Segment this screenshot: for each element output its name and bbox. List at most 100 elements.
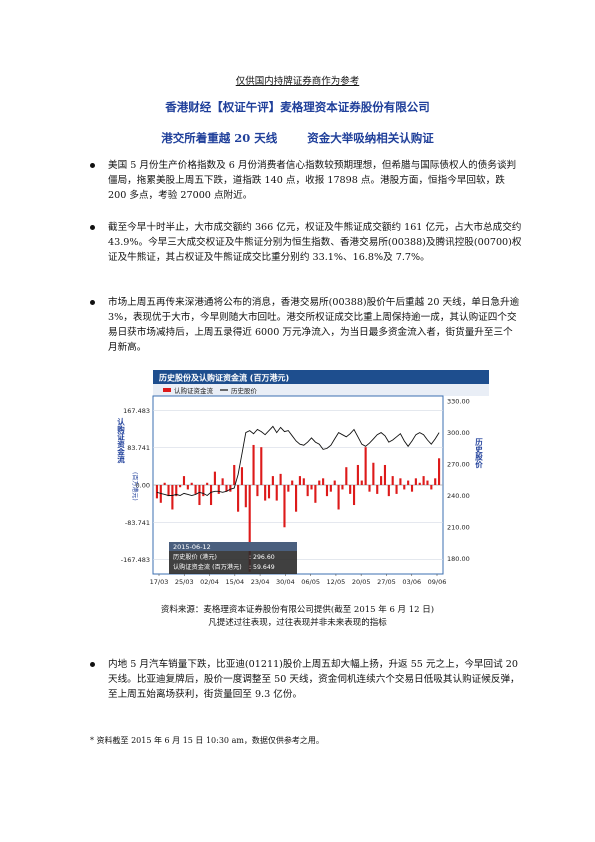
flow-bar [283, 485, 286, 528]
flow-bar [267, 485, 271, 499]
flow-bar [213, 471, 216, 485]
chart-tooltip: 2015-06-12 历史股价 (港元) : 296.60 认购证资金流 (百万… [169, 542, 297, 574]
tooltip-date: 2015-06-12 [173, 543, 211, 551]
x-tick-label: 27/05 [377, 578, 396, 586]
x-tick-label: 23/04 [251, 578, 270, 586]
flow-bar [237, 485, 240, 512]
tooltip-price-value: : 296.60 [249, 554, 275, 561]
bullet-text: 市场上周五再传来深港通将公布的消息，香港交易所(00388)股价午后重越 20 … [108, 297, 520, 353]
flow-bar [298, 476, 301, 485]
flow-bar [171, 485, 174, 510]
distribution-notice: 仅供国内持牌证券商作为参考 [235, 76, 360, 87]
flow-bar [352, 485, 356, 506]
flow-bar [322, 478, 325, 485]
flow-bar [364, 447, 367, 485]
flow-bar [217, 485, 220, 494]
flow-bar [407, 480, 410, 485]
legend-label-price: 历史股价 [231, 386, 258, 395]
right-tick-label: 180.00 [447, 555, 470, 563]
flow-bar [206, 482, 209, 485]
flow-bar [271, 476, 274, 485]
x-tick-label: 25/03 [175, 578, 194, 586]
flow-bar [295, 485, 298, 512]
left-tick-label: -167.483 [121, 556, 150, 564]
tooltip-flow-label: 认购证资金流 (百万港元) [173, 563, 242, 571]
x-tick-label: 20/05 [352, 578, 371, 586]
flow-bar [329, 485, 332, 492]
left-axis-label: 认购证资金流 [117, 417, 126, 465]
flow-bar [318, 480, 321, 485]
headline-left: 港交所着重越 20 天线 [161, 131, 278, 145]
flow-bar [221, 478, 224, 485]
flow-bar [426, 480, 429, 485]
flow-bar [438, 458, 441, 485]
flow-bar [325, 485, 329, 497]
flow-bar [291, 480, 294, 485]
chart-title-bar [153, 370, 489, 384]
flow-bar [414, 478, 417, 485]
source-line-1: 资料来源：麦格理资本证券股份有限公司提供(截至 2015 年 6 月 12 日) [160, 605, 435, 615]
flow-bar [202, 485, 205, 497]
bullet-dot [90, 662, 95, 667]
flow-bar [333, 480, 336, 485]
flow-bar [252, 444, 255, 485]
flow-bar [186, 485, 189, 490]
price-line [156, 425, 440, 497]
bullet-dot [90, 300, 95, 305]
flow-bar [399, 478, 402, 485]
flow-bar [306, 485, 309, 497]
flow-bar [233, 464, 236, 485]
x-tick-label: 12/05 [327, 578, 346, 586]
company-title: 香港财经【权证午评】麦格理资本证券股份有限公司 [165, 100, 430, 114]
flow-bar [175, 485, 178, 497]
headline-right: 资金大举吸纳相关认购证 [307, 131, 434, 145]
bullet-1: 美国 5 月份生产价格指数及 6 月份消费者信心指数较预期理想，但希腊与国际债权… [90, 158, 522, 203]
tooltip-price-label: 历史股价 (港元) [173, 553, 217, 561]
bullet-dot [90, 163, 95, 168]
flow-bar [410, 485, 414, 492]
flow-bar [372, 462, 375, 485]
flow-bar [159, 485, 162, 503]
flow-bar [380, 476, 383, 485]
flow-bar [341, 485, 344, 490]
flow-bar [310, 485, 313, 490]
flow-bar [194, 485, 197, 494]
flow-bar [225, 485, 228, 492]
tooltip-flow-value: : 59.649 [249, 564, 275, 571]
flow-bar [395, 485, 398, 494]
flow-bar [302, 478, 305, 485]
bullet-dot [90, 225, 95, 230]
flow-bar [430, 485, 433, 490]
flow-bar [356, 464, 359, 485]
x-tick-label: 03/06 [402, 578, 421, 586]
x-tick-label: 09/06 [428, 578, 447, 586]
flow-bar [422, 476, 425, 485]
flow-bar [337, 485, 340, 510]
flow-bar [240, 467, 244, 485]
x-tick-label: 06/05 [301, 578, 320, 586]
flow-bar [279, 473, 282, 485]
left-tick-label: -83.741 [125, 519, 150, 527]
flow-bar [244, 485, 247, 508]
bullet-text: 内地 5 月汽车销量下跌，比亚迪(01211)股价上周五却大幅上扬，升返 55 … [108, 659, 520, 700]
flow-bar [368, 485, 371, 492]
x-tick-label: 17/03 [150, 578, 169, 586]
flow-bar [376, 485, 379, 494]
flow-bar [229, 485, 232, 492]
x-tick-label: 15/04 [225, 578, 244, 586]
flow-bar [387, 485, 390, 497]
flow-bar [260, 447, 263, 485]
flow-bar [190, 482, 193, 485]
flow-bar [264, 485, 267, 501]
left-tick-label: 83.741 [127, 444, 150, 452]
flow-bar [403, 485, 406, 490]
bullet-4: 内地 5 月汽车销量下跌，比亚迪(01211)股价上周五却大幅上扬，升返 55 … [90, 657, 522, 702]
x-tick-label: 02/04 [200, 578, 219, 586]
flow-bar [314, 485, 317, 503]
right-tick-label: 330.00 [447, 398, 470, 406]
source-line-2: 凡提述过往表现，过往表现并非未来表现的指标 [208, 618, 387, 628]
flow-bar [256, 485, 259, 497]
bullet-3: 市场上周五再传来深港通将公布的消息，香港交易所(00388)股价午后重越 20 … [90, 295, 522, 355]
chart-source: 资料来源：麦格理资本证券股份有限公司提供(截至 2015 年 6 月 12 日)… [0, 604, 595, 630]
flow-bar [360, 480, 363, 485]
